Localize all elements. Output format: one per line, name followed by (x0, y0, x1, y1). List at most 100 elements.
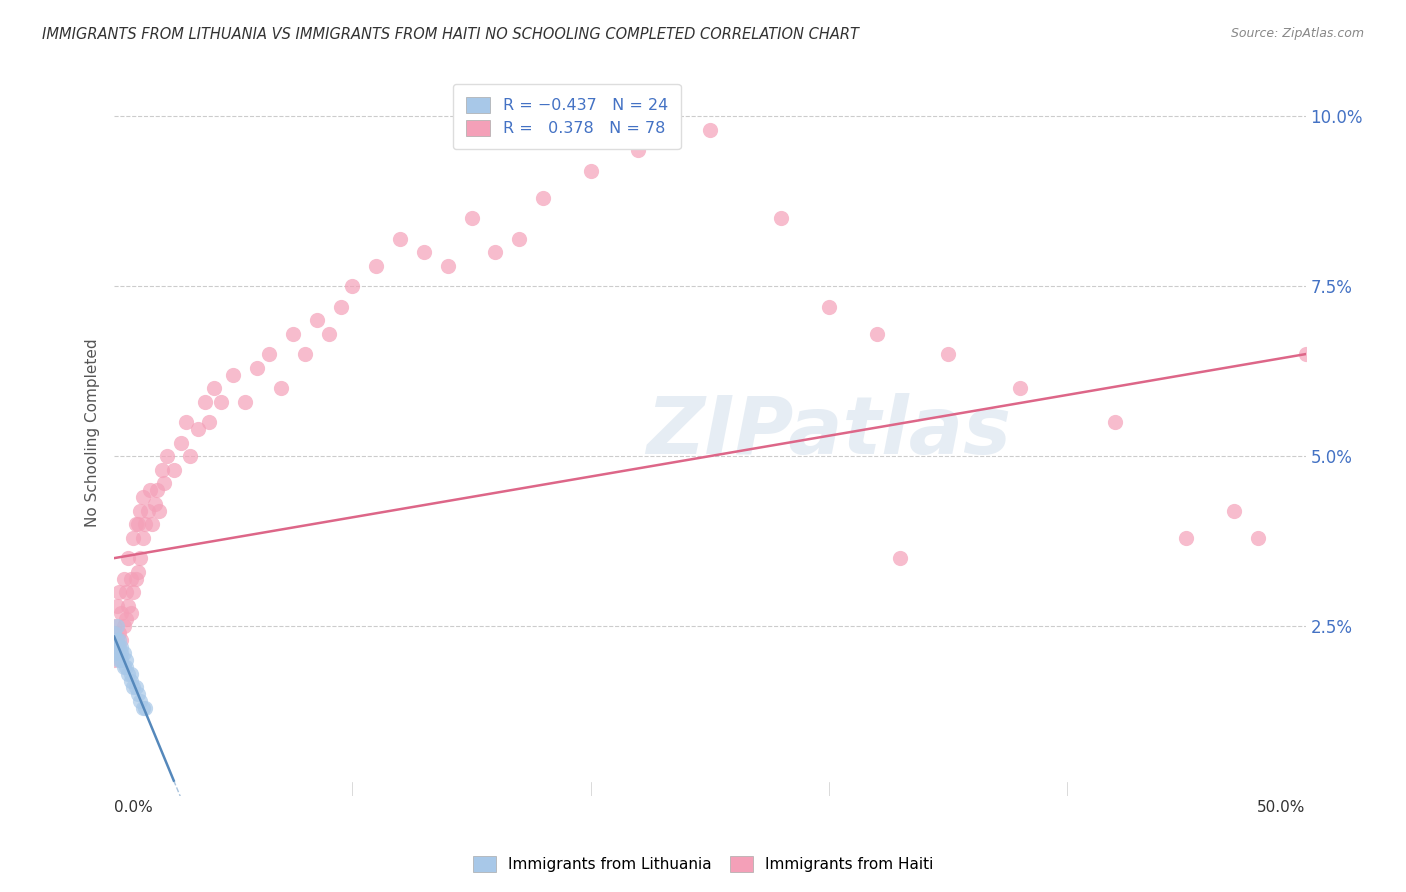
Point (187, 422, 209, 436)
Point (818, 300, 841, 314)
Point (627, 143, 650, 157)
Point (174, 415, 197, 429)
Point (105, 599, 128, 613)
Point (889, 551, 911, 566)
Point (699, 122, 721, 136)
Text: 50.0%: 50.0% (1257, 800, 1306, 814)
Text: Source: ZipAtlas.com: Source: ZipAtlas.com (1230, 27, 1364, 40)
Point (281, 326, 304, 341)
Point (127, 565, 149, 579)
Point (460, 211, 482, 226)
Point (129, 694, 152, 708)
Point (1008, 381, 1031, 395)
Point (132, 490, 155, 504)
Point (342, 279, 364, 293)
Point (122, 681, 145, 695)
Point (141, 517, 163, 532)
Point (122, 531, 145, 545)
Text: IMMIGRANTS FROM LITHUANIA VS IMMIGRANTS FROM HAITI NO SCHOOLING COMPLETED CORREL: IMMIGRANTS FROM LITHUANIA VS IMMIGRANTS … (42, 27, 859, 42)
Point (150, 463, 173, 477)
Point (1104, 415, 1126, 429)
Point (132, 700, 155, 714)
Point (202, 381, 225, 395)
Point (389, 231, 412, 245)
Point (103, 626, 125, 640)
Point (153, 476, 176, 491)
Point (436, 259, 458, 273)
Point (246, 360, 269, 375)
Point (110, 646, 132, 660)
Point (1175, 531, 1198, 545)
Point (117, 666, 139, 681)
Y-axis label: No Schooling Completed: No Schooling Completed (86, 338, 100, 526)
Point (120, 606, 142, 620)
Point (163, 463, 186, 477)
Point (129, 503, 152, 517)
Point (209, 394, 232, 409)
Point (124, 517, 146, 532)
Point (117, 599, 139, 613)
Point (194, 394, 217, 409)
Point (110, 606, 132, 620)
Point (124, 681, 146, 695)
Point (105, 619, 128, 633)
Point (115, 660, 138, 674)
Point (508, 231, 530, 245)
Point (103, 653, 125, 667)
Point (115, 612, 138, 626)
Point (108, 585, 131, 599)
Point (179, 449, 201, 463)
Point (294, 347, 316, 361)
Point (110, 653, 132, 667)
Point (531, 191, 554, 205)
Point (108, 626, 131, 640)
Point (170, 435, 193, 450)
Legend: R = −0.437   N = 24, R =   0.378   N = 78: R = −0.437 N = 24, R = 0.378 N = 78 (453, 84, 681, 149)
Point (112, 572, 135, 586)
Point (132, 531, 155, 545)
Point (108, 632, 131, 647)
Point (143, 497, 166, 511)
Point (270, 381, 292, 395)
Point (134, 700, 156, 714)
Point (105, 640, 128, 654)
Text: ZIPatlas: ZIPatlas (647, 393, 1011, 471)
Point (865, 326, 887, 341)
Point (770, 211, 793, 226)
Point (413, 245, 436, 260)
Point (105, 646, 128, 660)
Point (148, 503, 170, 517)
Point (112, 619, 135, 633)
Point (936, 347, 959, 361)
Point (318, 326, 340, 341)
Point (110, 632, 132, 647)
Point (1295, 347, 1317, 361)
Point (139, 483, 162, 497)
Point (105, 632, 128, 647)
Point (117, 551, 139, 566)
Point (484, 245, 506, 260)
Point (108, 653, 131, 667)
Legend: Immigrants from Lithuania, Immigrants from Haiti: Immigrants from Lithuania, Immigrants fr… (465, 848, 941, 880)
Point (198, 415, 221, 429)
Point (257, 347, 280, 361)
Point (146, 483, 169, 497)
Text: 0.0%: 0.0% (114, 800, 153, 814)
Point (120, 572, 142, 586)
Point (329, 300, 352, 314)
Point (127, 517, 149, 532)
Point (120, 666, 142, 681)
Point (134, 517, 156, 532)
Point (579, 163, 602, 178)
Point (129, 551, 152, 566)
Point (122, 585, 145, 599)
Point (136, 503, 159, 517)
Point (1247, 531, 1270, 545)
Point (115, 585, 138, 599)
Point (110, 640, 132, 654)
Point (120, 673, 142, 688)
Point (108, 640, 131, 654)
Point (112, 646, 135, 660)
Point (112, 660, 135, 674)
Point (115, 653, 138, 667)
